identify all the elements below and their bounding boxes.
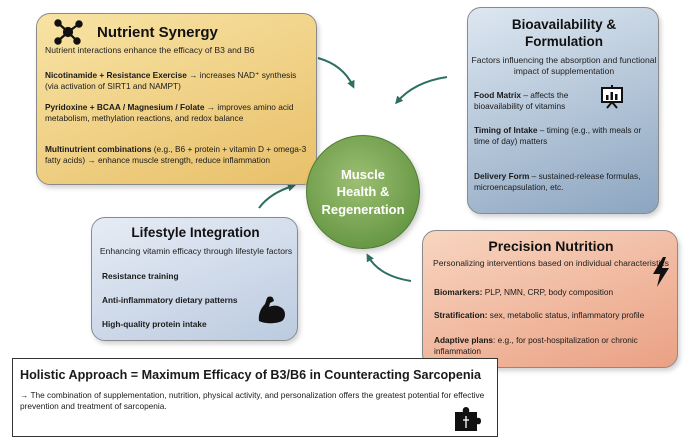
arrow-bio-to-center xyxy=(395,76,448,105)
molecule-icon xyxy=(54,19,83,45)
nutrient-synergy-box: Nutrient Synergy Nutrient interactions e… xyxy=(36,13,317,185)
precision-item-1: Biomarkers: PLP, NMN, CRP, body composit… xyxy=(434,287,614,297)
precision-title: Precision Nutrition xyxy=(488,238,614,254)
precision-subtitle: Personalizing interventions based on ind… xyxy=(433,258,669,268)
lifestyle-item-2: Anti-inflammatory dietary patterns xyxy=(102,295,238,305)
precision-item-2: Stratification: sex, metabolic status, i… xyxy=(434,310,645,320)
lifestyle-title: Lifestyle Integration xyxy=(131,225,260,240)
bioavailability-title: Bioavailability & Formulation xyxy=(511,17,617,49)
presentation-chart-icon xyxy=(601,85,623,109)
bio-item-1: Food Matrix – affects the bioavailabilit… xyxy=(474,90,569,111)
nutrient-synergy-subtitle: Nutrient interactions enhance the effica… xyxy=(45,45,255,55)
bioavailability-box: Bioavailability & Formulation Factors inf… xyxy=(467,7,659,214)
nutrient-item-2: Pyridoxine + BCAA / Magnesium / Folate →… xyxy=(45,102,294,123)
nutrient-item-1: Nicotinamide + Resistance Exercise → inc… xyxy=(45,70,297,91)
lifestyle-item-1: Resistance training xyxy=(102,271,179,281)
arrow-lifestyle-to-center xyxy=(258,183,296,209)
flexed-arm-icon xyxy=(258,296,285,324)
arrow-precision-to-center xyxy=(366,253,412,282)
bioavailability-subtitle: Factors influencing the absorption and f… xyxy=(471,55,657,76)
lifestyle-subtitle: Enhancing vitamin efficacy through lifes… xyxy=(99,246,293,256)
bio-item-2: Timing of Intake – timing (e.g., with me… xyxy=(474,125,642,146)
holistic-text: → The combination of supplementation, nu… xyxy=(20,390,485,411)
bio-item-3: Delivery Form – sustained-release formul… xyxy=(474,171,641,192)
nutrient-synergy-title: Nutrient Synergy xyxy=(97,24,218,41)
center-circle: Muscle Health & Regeneration xyxy=(306,135,420,249)
center-label: Muscle Health & Regeneration xyxy=(321,167,405,217)
lifestyle-item-3: High-quality protein intake xyxy=(102,319,207,329)
arrow-nutrient-to-center xyxy=(317,57,355,89)
holistic-approach-box: Holistic Approach = Maximum Efficacy of … xyxy=(12,358,498,437)
precision-item-3: Adaptive plans: e.g., for post-hospitali… xyxy=(434,335,638,356)
holistic-title: Holistic Approach = Maximum Efficacy of … xyxy=(20,368,482,382)
puzzle-icon xyxy=(455,407,481,431)
nutrient-item-3: Multinutrient combinations (e.g., B6 + p… xyxy=(45,144,307,165)
precision-nutrition-box: Precision Nutrition Personalizing interv… xyxy=(422,230,678,368)
lightning-icon xyxy=(653,257,669,287)
lifestyle-box: Lifestyle Integration Enhancing vitamin … xyxy=(91,217,298,341)
